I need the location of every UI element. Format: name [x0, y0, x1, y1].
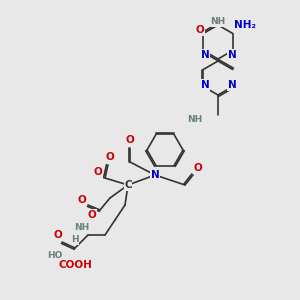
Text: O: O	[88, 210, 96, 220]
Text: O: O	[78, 195, 86, 205]
Text: HO: HO	[47, 250, 63, 260]
Text: O: O	[196, 25, 204, 35]
Text: NH: NH	[74, 224, 90, 232]
Text: NH: NH	[188, 116, 202, 124]
Text: O: O	[106, 152, 114, 162]
Text: NH: NH	[210, 17, 226, 26]
Text: COOH: COOH	[58, 260, 92, 270]
Text: N: N	[228, 50, 236, 60]
Text: C: C	[124, 180, 132, 190]
Text: N: N	[201, 80, 209, 90]
Text: O: O	[54, 230, 62, 240]
Text: N: N	[228, 80, 236, 90]
Text: H: H	[71, 236, 79, 244]
Text: O: O	[126, 135, 134, 145]
Text: O: O	[194, 163, 202, 173]
Text: O: O	[94, 167, 102, 177]
Text: NH₂: NH₂	[234, 20, 256, 30]
Text: N: N	[151, 170, 159, 180]
Text: N: N	[201, 50, 209, 60]
